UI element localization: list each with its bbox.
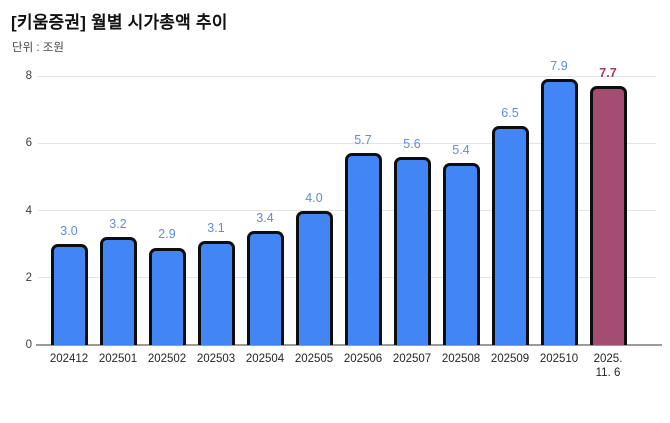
bar-value-label: 5.7 [354, 133, 372, 148]
chart-title: [키움증권] 월별 시가총액 추이 [11, 13, 228, 32]
x-axis-tick-label: 202507 [392, 353, 432, 365]
x-axis-tick-label: 202504 [245, 353, 285, 365]
bar [540, 79, 578, 345]
x-axis-tick-label: 202412 [49, 353, 89, 365]
x-axis-tick-label: 202509 [490, 353, 530, 365]
x-axis-line [36, 344, 662, 346]
x-axis-tick-label: 202505 [294, 353, 334, 365]
x-axis-tick-label: 202506 [343, 353, 383, 365]
bar-value-label: 4.0 [305, 190, 323, 205]
bar [344, 153, 382, 345]
bar-value-label: 3.4 [256, 210, 274, 225]
y-axis-tick-label: 0 [25, 339, 32, 351]
y-axis-tick-label: 4 [25, 204, 32, 217]
bar-value-label: 3.0 [60, 224, 78, 239]
x-axis-tick-label: 2025. 11. 6 [593, 353, 623, 379]
y-axis-tick-label: 6 [25, 137, 32, 150]
bar [197, 240, 235, 345]
x-axis-tick-label: 202510 [539, 353, 579, 365]
bar-value-label: 7.9 [550, 59, 568, 74]
x-axis-tick-label: 202503 [196, 353, 236, 365]
y-axis-tick-label: 2 [25, 271, 32, 284]
x-axis-tick-label: 202502 [147, 353, 187, 365]
plot-area: 0 2 4 6 8 3.0 202412 3.2 202501 2.9 202502 3.1 20250… [26, 59, 662, 379]
bar [148, 247, 186, 345]
x-axis-tick-label: 202501 [98, 353, 138, 365]
bar-current-highlight [589, 86, 627, 345]
bar [491, 126, 529, 345]
chart-unit-label: 단위 : 조원 [12, 42, 64, 54]
bar [442, 163, 480, 345]
bar-value-label: 2.9 [158, 227, 176, 242]
gridline-y-6 [38, 142, 656, 144]
bar [50, 244, 88, 345]
bar-value-label: 3.2 [109, 217, 127, 232]
y-axis-tick-label: 8 [25, 70, 32, 82]
bar-value-label: 7.7 [599, 66, 617, 81]
x-axis-tick-label: 202508 [441, 353, 481, 365]
bar-value-label: 5.4 [452, 143, 470, 158]
bar-value-label: 5.6 [403, 136, 421, 151]
bar [295, 210, 333, 345]
bar [99, 237, 137, 345]
bar [246, 230, 284, 345]
bar-value-label: 6.5 [501, 106, 519, 121]
gridline-y-8 [38, 75, 656, 77]
bar [393, 156, 431, 345]
bar-value-label: 3.1 [207, 220, 225, 235]
